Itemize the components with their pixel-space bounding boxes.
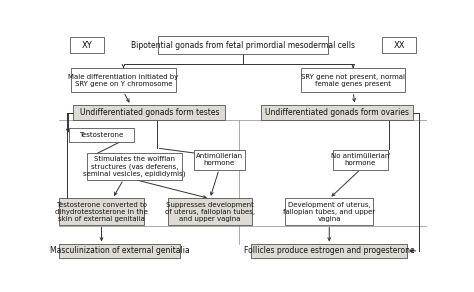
FancyBboxPatch shape bbox=[285, 198, 373, 225]
FancyBboxPatch shape bbox=[158, 36, 328, 54]
FancyBboxPatch shape bbox=[168, 198, 252, 225]
FancyBboxPatch shape bbox=[73, 105, 225, 120]
Text: Undifferentiated gonads form testes: Undifferentiated gonads form testes bbox=[80, 108, 219, 117]
Text: SRY gene not present, normal
female genes present: SRY gene not present, normal female gene… bbox=[301, 74, 405, 86]
Text: Bipotential gonads from fetal primordial mesodermal cells: Bipotential gonads from fetal primordial… bbox=[131, 41, 355, 50]
Text: Suppresses development
of uterus, fallopian tubes,
and upper vagina: Suppresses development of uterus, fallop… bbox=[165, 201, 255, 222]
Text: XX: XX bbox=[393, 41, 405, 50]
Text: Testosterone: Testosterone bbox=[79, 132, 124, 138]
FancyBboxPatch shape bbox=[193, 150, 245, 170]
FancyBboxPatch shape bbox=[59, 244, 180, 258]
FancyBboxPatch shape bbox=[87, 153, 182, 180]
Text: Antimüllerian
hormone: Antimüllerian hormone bbox=[195, 153, 243, 166]
FancyBboxPatch shape bbox=[251, 244, 407, 258]
Text: Stimulates the wolffian
structures (vas deferens,
seminal vesicles, epididymis): Stimulates the wolffian structures (vas … bbox=[83, 156, 186, 177]
FancyBboxPatch shape bbox=[301, 68, 405, 92]
FancyBboxPatch shape bbox=[59, 198, 144, 225]
FancyBboxPatch shape bbox=[69, 128, 134, 142]
Text: Follicles produce estrogen and progesterone: Follicles produce estrogen and progester… bbox=[244, 246, 415, 256]
FancyBboxPatch shape bbox=[382, 37, 416, 53]
Text: Testosterone converted to
dihydrotestosterone in the
skin of external genitalia: Testosterone converted to dihydrotestost… bbox=[55, 201, 148, 222]
Text: Undifferentiated gonads form ovaries: Undifferentiated gonads form ovaries bbox=[264, 108, 409, 117]
FancyBboxPatch shape bbox=[333, 150, 388, 170]
Text: Development of uterus,
fallopian tubes, and upper
vagina: Development of uterus, fallopian tubes, … bbox=[283, 201, 375, 222]
Text: Male differentiation initiated by
SRY gene on Y chromosome: Male differentiation initiated by SRY ge… bbox=[68, 74, 179, 86]
FancyBboxPatch shape bbox=[72, 68, 176, 92]
Text: XY: XY bbox=[82, 41, 92, 50]
Text: Masculinization of external genitalia: Masculinization of external genitalia bbox=[50, 246, 190, 256]
FancyBboxPatch shape bbox=[70, 37, 104, 53]
FancyBboxPatch shape bbox=[261, 105, 413, 120]
Text: No antimüllerian
hormone: No antimüllerian hormone bbox=[331, 153, 390, 166]
